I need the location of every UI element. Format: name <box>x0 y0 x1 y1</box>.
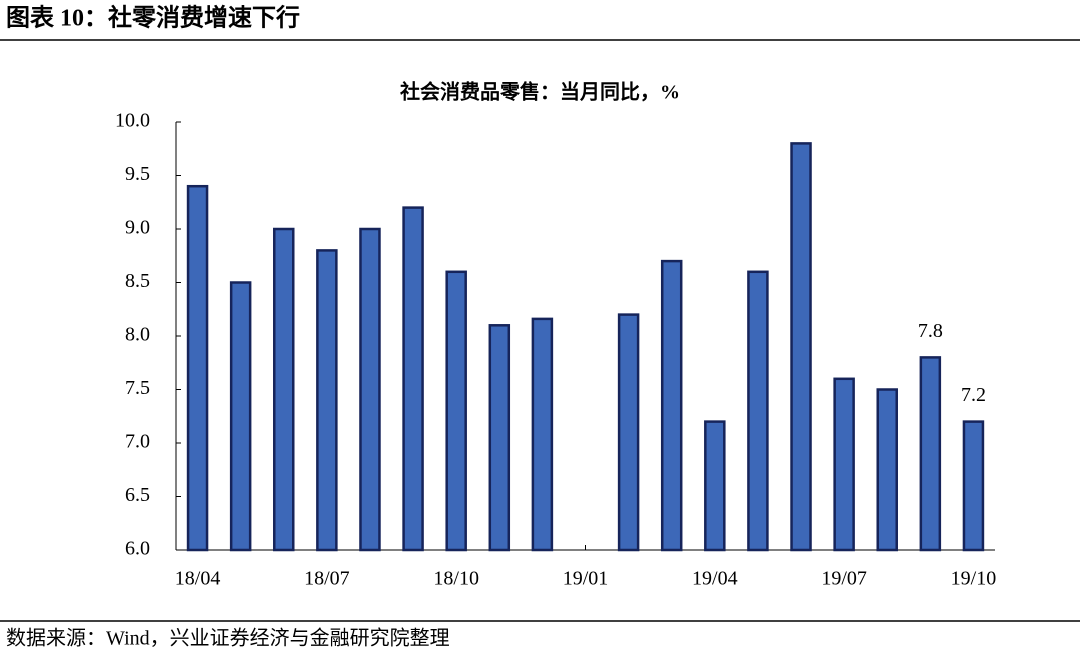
bar <box>359 227 381 552</box>
bar <box>229 281 252 552</box>
bar <box>962 420 985 552</box>
bar <box>186 184 209 552</box>
y-tick-label: 7.5 <box>125 377 150 399</box>
bar <box>445 270 467 552</box>
y-tick-label: 6.5 <box>125 484 150 506</box>
y-tick-label: 8.5 <box>125 270 150 292</box>
y-tick-label: 10.0 <box>115 110 150 132</box>
bar <box>273 227 295 552</box>
bar <box>833 377 855 552</box>
bar <box>531 317 554 552</box>
x-tick-label: 19/04 <box>692 568 738 590</box>
x-tick-label: 19/07 <box>821 568 867 590</box>
bar <box>488 324 511 552</box>
y-tick-label: 7.0 <box>125 431 150 453</box>
bar <box>919 356 942 552</box>
value-label: 7.2 <box>961 384 986 406</box>
bar <box>617 313 640 552</box>
x-tick-label: 19/10 <box>951 568 997 590</box>
bar <box>704 420 726 552</box>
bar <box>660 259 683 552</box>
x-tick-label: 19/01 <box>563 568 609 590</box>
y-tick-label: 6.0 <box>125 538 150 560</box>
y-tick-label: 8.0 <box>125 324 150 346</box>
x-tick-label: 18/07 <box>304 568 350 590</box>
x-tick-label: 18/10 <box>433 568 479 590</box>
bar <box>876 388 898 552</box>
y-tick-label: 9.0 <box>125 217 150 239</box>
x-tick-label: 18/04 <box>175 568 221 590</box>
page-title: 图表 10：社零消费增速下行 <box>6 4 300 32</box>
bar <box>747 270 769 552</box>
bar <box>790 142 812 552</box>
y-tick-label: 9.5 <box>125 163 150 185</box>
bar <box>316 249 338 552</box>
chart-title: 社会消费品零售：当月同比，% <box>399 80 680 104</box>
bar <box>402 206 424 552</box>
value-label: 7.8 <box>918 320 943 342</box>
source-note: 数据来源：Wind，兴业证券经济与金融研究院整理 <box>6 627 450 650</box>
